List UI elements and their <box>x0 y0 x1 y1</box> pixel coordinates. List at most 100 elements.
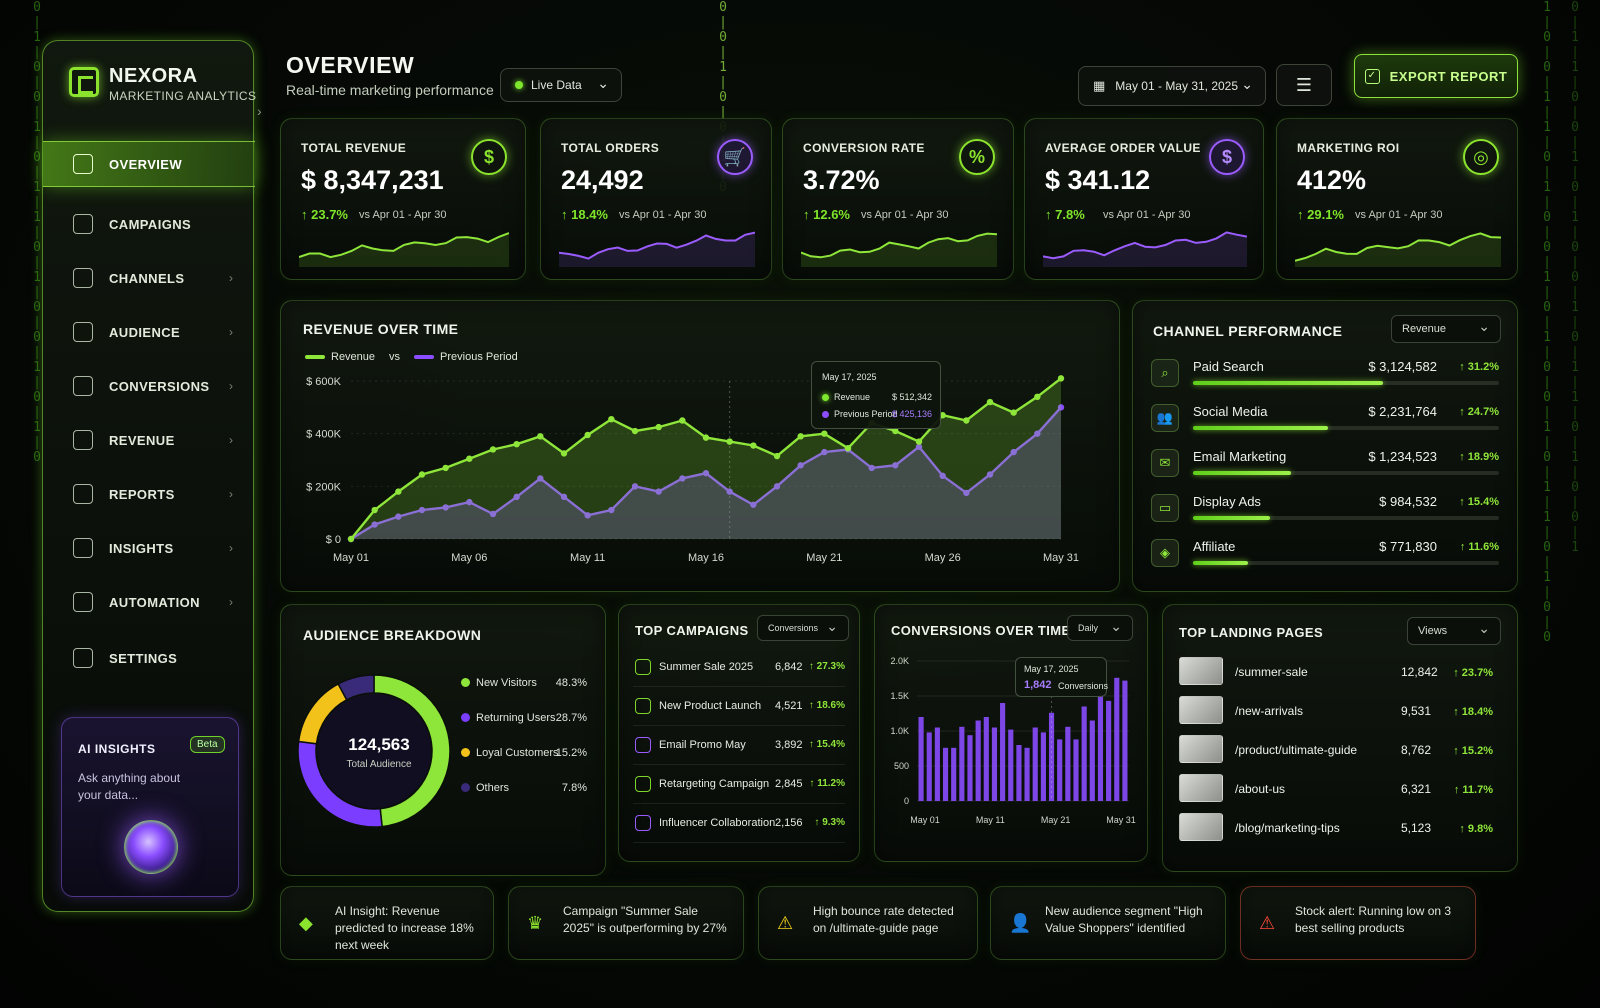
nav-item-reports[interactable]: REPORTS › <box>43 471 255 517</box>
data-point[interactable] <box>442 464 449 472</box>
data-point[interactable] <box>892 462 899 469</box>
audience-legend-item[interactable]: Others 7.8% <box>461 782 587 794</box>
conversion-bar[interactable] <box>1073 739 1079 801</box>
alert-card[interactable]: ◆ AI Insight: Revenue predicted to increa… <box>280 886 494 960</box>
data-point[interactable] <box>513 441 520 448</box>
data-point[interactable] <box>418 506 426 514</box>
conversion-bar[interactable] <box>951 747 957 801</box>
landing-metric-dropdown[interactable]: Views <box>1407 617 1501 645</box>
data-point[interactable] <box>347 535 355 543</box>
alert-card[interactable]: 👤 New audience segment "High Value Shoppe… <box>990 886 1226 960</box>
nav-item-revenue[interactable]: REVENUE › <box>43 417 255 463</box>
data-point[interactable] <box>466 498 473 506</box>
conversion-bar[interactable] <box>1065 726 1071 801</box>
live-data-dropdown[interactable]: Live Data ⌄ <box>500 68 622 102</box>
conversion-bar[interactable] <box>983 717 989 801</box>
data-point[interactable] <box>442 504 449 511</box>
conversion-bar[interactable] <box>975 720 981 802</box>
data-point[interactable] <box>963 489 970 497</box>
kpi-card-total-orders[interactable]: TOTAL ORDERS 24,492 ↑ 18.4% vs Apr 01 - Apr… <box>540 118 772 280</box>
conversion-bar[interactable] <box>1057 739 1063 801</box>
data-point[interactable] <box>939 472 946 479</box>
export-report-button[interactable]: ✓ EXPORT REPORT <box>1354 54 1518 98</box>
kpi-card-average-order-value[interactable]: AVERAGE ORDER VALUE $ 341.12 ↑ 7.8% vs Apr … <box>1024 118 1264 280</box>
conversions-bar-chart[interactable]: 0 500 1.0K 1.5K 2.0K May 01 May 11 May 21 May 31 <box>881 651 1143 851</box>
kpi-card-marketing-roi[interactable]: MARKETING ROI 412% ↑ 29.1% vs Apr 01 - Apr … <box>1276 118 1518 280</box>
campaign-row[interactable]: Summer Sale 2025 6,842 ↑ 27.3% <box>633 649 845 687</box>
data-point[interactable] <box>1057 404 1065 411</box>
channel-row[interactable]: 👥 Social Media $ 2,231,764 ↑ 24.7% <box>1151 398 1499 442</box>
data-point[interactable] <box>750 501 757 508</box>
data-point[interactable] <box>1010 448 1017 456</box>
conversion-bar[interactable] <box>1040 732 1046 801</box>
chevron-right-icon[interactable]: › <box>257 103 262 119</box>
data-point[interactable] <box>395 488 402 495</box>
data-point[interactable] <box>773 452 781 460</box>
data-point[interactable] <box>418 471 426 478</box>
data-point[interactable] <box>489 510 497 518</box>
conversion-bar[interactable] <box>942 747 949 801</box>
data-point[interactable] <box>584 512 591 519</box>
audience-legend-item[interactable]: Loyal Customers 15.2% <box>461 747 587 759</box>
conversion-bar[interactable] <box>1024 747 1030 801</box>
campaign-metric-dropdown[interactable]: Conversions <box>757 615 849 641</box>
data-point[interactable] <box>702 469 710 477</box>
conversion-bar[interactable] <box>1106 700 1112 801</box>
data-point[interactable] <box>986 398 994 406</box>
channel-metric-dropdown[interactable]: Revenue <box>1391 315 1501 343</box>
conversion-bar[interactable] <box>934 727 940 802</box>
nav-item-overview[interactable]: OVERVIEW <box>43 141 255 187</box>
data-point[interactable] <box>655 423 662 431</box>
ai-insights-panel[interactable]: AI INSIGHTS Beta Ask anything about your… <box>61 717 239 897</box>
data-point[interactable] <box>560 493 568 501</box>
data-point[interactable] <box>844 444 852 452</box>
data-point[interactable] <box>395 513 402 520</box>
campaign-row[interactable]: Email Promo May 3,892 ↑ 15.4% <box>633 727 845 765</box>
data-point[interactable] <box>821 430 828 437</box>
data-point[interactable] <box>868 464 875 472</box>
conversion-bar[interactable] <box>1048 712 1055 801</box>
alert-card[interactable]: ⚠ Stock alert: Running low on 3 best sell… <box>1240 886 1476 960</box>
data-point[interactable] <box>1034 430 1041 437</box>
data-point[interactable] <box>608 506 615 514</box>
filter-button[interactable]: ☰ <box>1276 64 1332 106</box>
conversion-bar[interactable] <box>926 732 932 801</box>
revenue-line-chart[interactable]: $ 0 $ 200K $ 400K $ 600K May 01 May 06 May 11 M… <box>291 349 1111 589</box>
conversion-bar[interactable] <box>1097 694 1104 801</box>
data-point[interactable] <box>1010 409 1017 416</box>
nav-item-channels[interactable]: CHANNELS › <box>43 255 255 301</box>
data-point[interactable] <box>631 483 639 490</box>
conversions-interval-dropdown[interactable]: Daily <box>1067 615 1133 641</box>
landing-page-row[interactable]: /blog/marketing-tips 5,123 ↑ 9.8% <box>1179 811 1493 849</box>
channel-row[interactable]: ✉ Email Marketing $ 1,234,523 ↑ 18.9% <box>1151 443 1499 487</box>
kpi-card-total-revenue[interactable]: TOTAL REVENUE $ 8,347,231 ↑ 23.7% vs Apr 01… <box>280 118 526 280</box>
audience-legend-item[interactable]: New Visitors 48.3% <box>461 677 587 689</box>
data-point[interactable] <box>371 506 378 514</box>
conversion-bar[interactable] <box>1122 680 1128 801</box>
data-point[interactable] <box>797 433 804 440</box>
channel-row[interactable]: ▭ Display Ads $ 984,532 ↑ 15.4% <box>1151 488 1499 532</box>
data-point[interactable] <box>750 442 757 449</box>
conversion-bar[interactable] <box>1114 677 1120 801</box>
data-point[interactable] <box>679 475 686 482</box>
data-point[interactable] <box>915 438 923 445</box>
data-point[interactable] <box>537 433 544 440</box>
data-point[interactable] <box>679 417 686 424</box>
ai-orb-icon[interactable] <box>124 820 178 874</box>
conversion-bar[interactable] <box>1000 703 1006 801</box>
data-point[interactable] <box>915 443 923 451</box>
data-point[interactable] <box>631 427 639 435</box>
nav-item-insights[interactable]: INSIGHTS › <box>43 525 255 571</box>
data-point[interactable] <box>1034 393 1041 400</box>
data-point[interactable] <box>1057 375 1065 382</box>
conversion-bar[interactable] <box>1008 729 1014 801</box>
nav-item-campaigns[interactable]: CAMPAIGNS <box>43 201 255 247</box>
data-point[interactable] <box>726 488 733 495</box>
data-point[interactable] <box>939 412 946 419</box>
nav-item-conversions[interactable]: CONVERSIONS › <box>43 363 255 409</box>
nav-item-automation[interactable]: AUTOMATION › <box>43 579 255 625</box>
data-point[interactable] <box>466 455 473 462</box>
data-point[interactable] <box>513 493 520 501</box>
audience-donut-chart[interactable] <box>289 659 459 849</box>
campaign-row[interactable]: New Product Launch 4,521 ↑ 18.6% <box>633 688 845 726</box>
